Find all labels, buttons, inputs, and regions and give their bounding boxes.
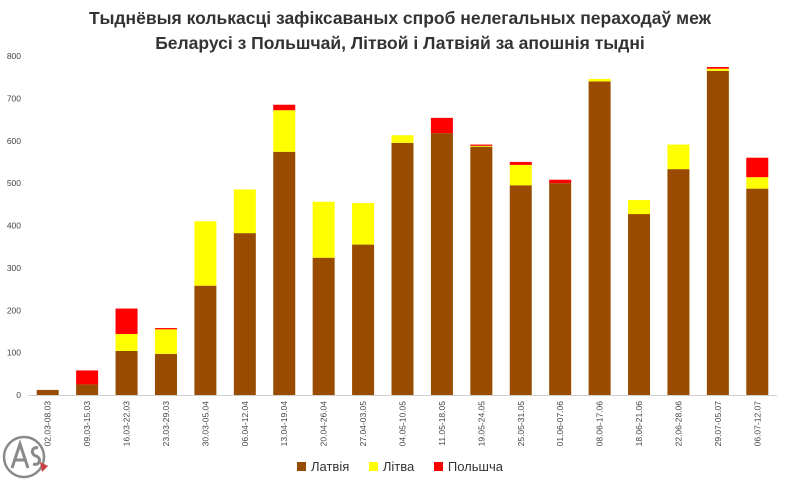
y-tick-label: 300 bbox=[7, 263, 21, 273]
logo-s-shape bbox=[30, 446, 42, 466]
y-tick-label: 200 bbox=[7, 305, 21, 315]
x-tick-label: 04.05-10.05 bbox=[398, 401, 408, 447]
bar-segment-lithuania bbox=[273, 110, 296, 152]
bar-segment-lithuania bbox=[115, 333, 138, 351]
x-tick-label: 22.06-28.06 bbox=[673, 401, 683, 447]
legend-swatch-latvia bbox=[297, 462, 306, 471]
x-tick-label: 25.05-31.05 bbox=[516, 401, 526, 447]
y-tick-label: 700 bbox=[7, 93, 21, 103]
x-tick-label: 02.03-08.03 bbox=[43, 401, 53, 447]
x-tick-label: 08.06-17.06 bbox=[595, 401, 605, 447]
bar-segment-latvia bbox=[706, 70, 729, 396]
bar-segment-lithuania bbox=[233, 189, 256, 234]
legend-item-latvia: Латвія bbox=[297, 459, 349, 474]
bar-segment-latvia bbox=[115, 350, 138, 395]
bar-segment-poland bbox=[154, 328, 177, 330]
bar-segment-lithuania bbox=[628, 200, 651, 215]
logo-accent-shape bbox=[40, 462, 48, 472]
bar-segment-lithuania bbox=[509, 164, 532, 186]
x-tick-label: 06.07-12.07 bbox=[752, 401, 762, 447]
bar-segment-latvia bbox=[194, 285, 217, 395]
bar-segment-lithuania bbox=[391, 135, 414, 143]
bar-segment-latvia bbox=[588, 81, 611, 396]
legend-label-latvia: Латвія bbox=[311, 459, 350, 474]
x-tick-label: 30.03-05.04 bbox=[200, 401, 210, 447]
y-tick-label: 0 bbox=[16, 390, 21, 400]
x-tick-label: 29.07-05.07 bbox=[713, 401, 723, 447]
bar-segment-poland bbox=[273, 104, 296, 111]
y-tick-label: 600 bbox=[7, 136, 21, 146]
bar-segment-poland bbox=[509, 161, 532, 165]
chart-legend: Латвія Літва Польшча bbox=[0, 459, 800, 474]
x-tick-label: 01.06-07.06 bbox=[555, 401, 565, 447]
x-tick-label: 20.04-26.04 bbox=[319, 401, 329, 447]
x-tick-label: 19.05-24.05 bbox=[476, 401, 486, 447]
bar-segment-latvia bbox=[36, 389, 59, 395]
x-tick-label: 11.05-18.05 bbox=[437, 401, 447, 446]
bar-segment-poland bbox=[115, 308, 138, 334]
y-tick-label: 100 bbox=[7, 348, 21, 358]
bar-segment-latvia bbox=[746, 188, 769, 395]
bar-segment-latvia bbox=[549, 183, 572, 395]
bar-segment-latvia bbox=[430, 133, 453, 395]
legend-swatch-poland bbox=[433, 462, 443, 471]
y-tick-label: 800 bbox=[7, 51, 21, 61]
bar-segment-latvia bbox=[509, 185, 532, 395]
bar-segment-poland bbox=[76, 370, 99, 385]
bar-segment-latvia bbox=[470, 146, 493, 395]
chart-title-line-2: Беларусі з Польшчай, Літвой і Латвіяй за… bbox=[155, 33, 645, 53]
bar-segment-poland bbox=[430, 117, 453, 134]
bar-segment-latvia bbox=[312, 257, 335, 395]
chart-title: Тыднёвыя колькасці зафіксаваных спроб не… bbox=[0, 6, 800, 56]
bar-segment-latvia bbox=[391, 142, 414, 395]
bar-segment-latvia bbox=[273, 151, 296, 395]
bar-segment-poland bbox=[706, 67, 729, 69]
chart-title-line-1: Тыднёвыя колькасці зафіксаваных спроб не… bbox=[89, 8, 711, 28]
bar-segment-latvia bbox=[352, 244, 375, 395]
legend-label-lithuania: Літва bbox=[382, 459, 415, 474]
legend-label-poland: Польшча bbox=[447, 459, 503, 474]
bar-segment-lithuania bbox=[352, 203, 375, 245]
bar-segment-latvia bbox=[76, 384, 99, 395]
x-tick-label: 16.03-22.03 bbox=[122, 401, 132, 447]
bar-segment-latvia bbox=[628, 214, 651, 395]
y-tick-label: 400 bbox=[7, 221, 21, 231]
bar-segment-poland bbox=[549, 179, 572, 184]
x-tick-label: 23.03-29.03 bbox=[161, 401, 171, 447]
legend-item-lithuania: Літва bbox=[368, 459, 415, 474]
bar-segment-latvia bbox=[233, 233, 256, 395]
logo-ring bbox=[2, 435, 46, 479]
bar-segment-latvia bbox=[154, 353, 177, 395]
legend-item-poland: Польшча bbox=[433, 459, 503, 474]
x-tick-label: 13.04-19.04 bbox=[279, 401, 289, 447]
bar-segment-latvia bbox=[667, 169, 690, 395]
bar-segment-lithuania bbox=[312, 201, 335, 258]
bar-segment-lithuania bbox=[588, 78, 611, 82]
bar-segment-lithuania bbox=[470, 145, 493, 147]
watermark-logo bbox=[2, 435, 48, 479]
legend-swatch-lithuania bbox=[368, 462, 378, 471]
y-tick-label: 500 bbox=[7, 178, 21, 188]
bar-segment-poland bbox=[470, 144, 493, 146]
bar-segment-lithuania bbox=[746, 177, 769, 189]
bar-segment-poland bbox=[746, 157, 769, 178]
bar-segment-lithuania bbox=[706, 68, 729, 71]
x-tick-label: 06.04-12.04 bbox=[240, 401, 250, 447]
bar-segment-lithuania bbox=[194, 221, 217, 286]
x-tick-label: 18.06-21.06 bbox=[634, 401, 644, 447]
bar-segment-lithuania bbox=[667, 144, 690, 170]
x-tick-label: 27.04-03.05 bbox=[358, 401, 368, 447]
x-tick-label: 09.03-15.03 bbox=[82, 401, 92, 447]
bar-segment-lithuania bbox=[154, 329, 177, 354]
logo-letter-shape bbox=[10, 439, 30, 469]
